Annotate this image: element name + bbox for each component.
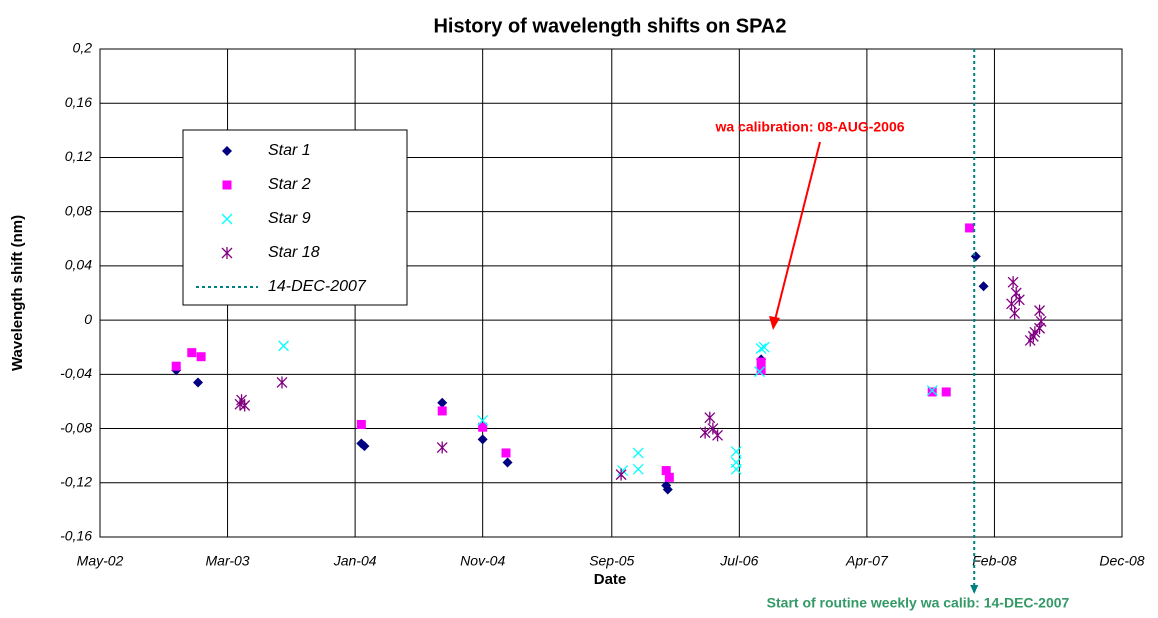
point — [615, 468, 627, 481]
plot-frame — [99, 48, 1123, 538]
legend-label: Star 1 — [268, 142, 311, 159]
point — [632, 447, 644, 459]
x-tick-label: May-02 — [77, 553, 124, 569]
point — [356, 419, 366, 429]
point — [662, 484, 673, 495]
y-tick-label: 0,12 — [65, 148, 92, 164]
arrow-head — [970, 585, 979, 594]
point — [1013, 293, 1025, 306]
y-tick-label: -0,16 — [60, 528, 92, 544]
x-tick-label: Jul-06 — [719, 553, 758, 569]
point — [707, 422, 719, 435]
legend-marker — [222, 180, 232, 190]
point — [1035, 315, 1047, 328]
point — [965, 223, 975, 233]
point — [1007, 276, 1019, 289]
x-tick-label: Nov-04 — [460, 553, 505, 569]
annotation: Start of routine weekly wa calib: 14-DEC… — [767, 595, 1070, 611]
point — [187, 348, 197, 358]
point — [1009, 307, 1021, 320]
y-tick-label: 0,2 — [73, 40, 93, 56]
point — [477, 434, 488, 445]
point — [278, 340, 290, 352]
legend-label: Star 2 — [268, 176, 311, 193]
point — [1034, 304, 1046, 317]
point — [276, 376, 288, 389]
point — [730, 446, 742, 458]
legend-marker — [221, 247, 233, 259]
point — [437, 397, 448, 408]
x-tick-label: Jan-04 — [333, 553, 377, 569]
point — [478, 422, 488, 432]
x-axis-title: Date — [594, 571, 627, 588]
legend-label: Star 18 — [268, 244, 320, 261]
x-tick-label: Sep-05 — [589, 553, 634, 569]
point — [632, 463, 644, 475]
y-tick-label: -0,04 — [60, 365, 92, 381]
point — [978, 281, 989, 292]
point — [1027, 330, 1039, 343]
point — [754, 366, 766, 378]
point — [941, 387, 951, 397]
point — [704, 411, 716, 424]
legend-label: Star 9 — [268, 210, 311, 227]
point — [1006, 297, 1018, 310]
legend: Star 1 Star 2 Star 9 Star 18 14-DEC-2007 — [182, 129, 408, 306]
x-tick-label: Apr-07 — [845, 553, 889, 569]
x-tick-label: Mar-03 — [206, 553, 250, 569]
point — [730, 463, 742, 475]
point — [661, 466, 671, 476]
point — [712, 429, 724, 442]
point — [756, 357, 766, 367]
y-axis-title: Wavelength shift (nm) — [9, 215, 26, 371]
point — [171, 361, 181, 371]
arrow-head — [769, 316, 780, 330]
point — [664, 472, 674, 482]
annotation-arrow — [774, 141, 821, 321]
y-tick-label: -0,08 — [60, 419, 92, 435]
point — [477, 414, 489, 426]
legend-marker — [221, 213, 233, 225]
x-tick-label: Dec-08 — [1099, 553, 1144, 569]
point — [755, 343, 767, 355]
x-tick-label: Feb-08 — [972, 553, 1017, 569]
y-tick-label: 0,08 — [65, 202, 92, 218]
annotation: wa calibration: 08-AUG-2006 — [714, 119, 904, 135]
point — [970, 251, 981, 262]
point — [196, 352, 206, 362]
point — [193, 377, 203, 388]
y-tick-label: -0,12 — [60, 473, 92, 489]
point — [359, 441, 370, 452]
legend-label: 14-DEC-2007 — [268, 278, 367, 295]
point — [617, 465, 629, 477]
legend-box — [182, 129, 408, 306]
point — [239, 399, 251, 412]
point — [437, 406, 447, 416]
y-tick-label: 0,16 — [65, 94, 92, 110]
point — [436, 441, 448, 454]
point — [501, 448, 511, 458]
point — [927, 387, 937, 397]
legend-marker — [222, 146, 232, 156]
point — [1034, 322, 1046, 335]
point — [758, 341, 770, 353]
y-tick-label: 0,04 — [65, 257, 92, 273]
point — [926, 385, 938, 397]
y-tick-label: 0 — [84, 311, 92, 327]
point — [699, 426, 711, 439]
point — [502, 457, 513, 468]
chart-title: History of wavelength shifts on SPA2 — [433, 15, 786, 37]
